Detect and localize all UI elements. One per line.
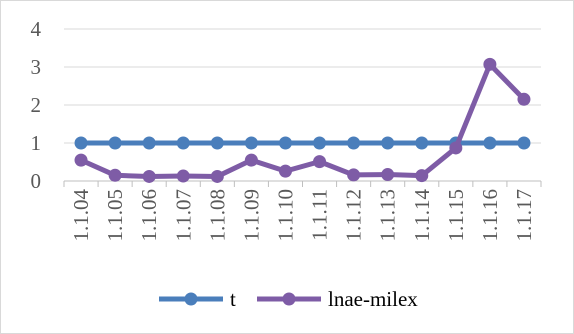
- legend-label: lnae-milex: [328, 287, 418, 311]
- data-point: [142, 169, 156, 183]
- x-tick-label: 1.1.08: [205, 189, 229, 242]
- data-point: [415, 169, 429, 183]
- data-point: [176, 169, 190, 183]
- x-tick-label: 1.1.12: [342, 189, 366, 242]
- x-tick-label: 1.1.16: [478, 189, 502, 242]
- series: [74, 57, 531, 183]
- data-point: [381, 168, 395, 182]
- data-point: [483, 136, 497, 150]
- x-tick-label: 1.1.10: [273, 189, 297, 242]
- data-point: [517, 136, 531, 150]
- data-point: [108, 168, 122, 182]
- x-tick-label: 1.1.06: [137, 189, 161, 242]
- data-point: [244, 153, 258, 167]
- legend-entry-t: t: [159, 287, 236, 311]
- data-point: [278, 164, 292, 178]
- legend-marker: [282, 292, 296, 306]
- x-tick-label: 1.1.15: [444, 189, 468, 242]
- series-line: [80, 61, 526, 179]
- data-point: [415, 136, 429, 150]
- gridlines: [64, 28, 541, 144]
- x-tick-label: 1.1.11: [308, 189, 332, 241]
- data-point: [449, 141, 463, 155]
- y-tick-label: 4: [31, 17, 42, 41]
- x-tick-label: 1.1.09: [239, 189, 263, 242]
- legend-marker: [184, 292, 198, 306]
- data-point: [244, 136, 258, 150]
- data-point: [381, 136, 395, 150]
- data-point: [176, 136, 190, 150]
- y-tick-label: 0: [31, 169, 42, 193]
- y-tick-label: 3: [31, 55, 42, 79]
- data-point: [278, 136, 292, 150]
- data-point: [74, 153, 88, 167]
- data-point: [74, 136, 88, 150]
- legend-label: t: [230, 287, 236, 311]
- data-point: [108, 136, 122, 150]
- series-lnae-milex: [74, 57, 531, 183]
- x-tick-label: 1.1.14: [410, 189, 434, 242]
- x-tick-label: 1.1.05: [103, 189, 127, 242]
- x-tick-label: 1.1.07: [171, 189, 195, 242]
- data-point: [313, 155, 327, 169]
- y-axis-ticks: 0 1 2 3 4: [31, 17, 42, 193]
- legend-entry-lnae-milex: lnae-milex: [257, 287, 418, 311]
- data-point: [347, 168, 361, 182]
- legend: t lnae-milex: [159, 287, 418, 311]
- data-point: [517, 92, 531, 106]
- data-point: [142, 136, 156, 150]
- y-tick-label: 1: [31, 131, 42, 155]
- data-point: [210, 136, 224, 150]
- x-tick-label: 1.1.13: [376, 189, 400, 242]
- data-point: [210, 169, 224, 183]
- x-axis-ticks: 1.1.04 1.1.05 1.1.06 1.1.07 1.1.08 1.1.09 1.1.…: [69, 189, 536, 242]
- data-point: [347, 136, 361, 150]
- data-point: [313, 136, 327, 150]
- axes: [63, 180, 542, 187]
- x-tick-label: 1.1.17: [512, 189, 536, 242]
- y-tick-label: 2: [31, 93, 42, 117]
- data-point: [483, 57, 497, 71]
- x-tick-label: 1.1.04: [69, 189, 93, 242]
